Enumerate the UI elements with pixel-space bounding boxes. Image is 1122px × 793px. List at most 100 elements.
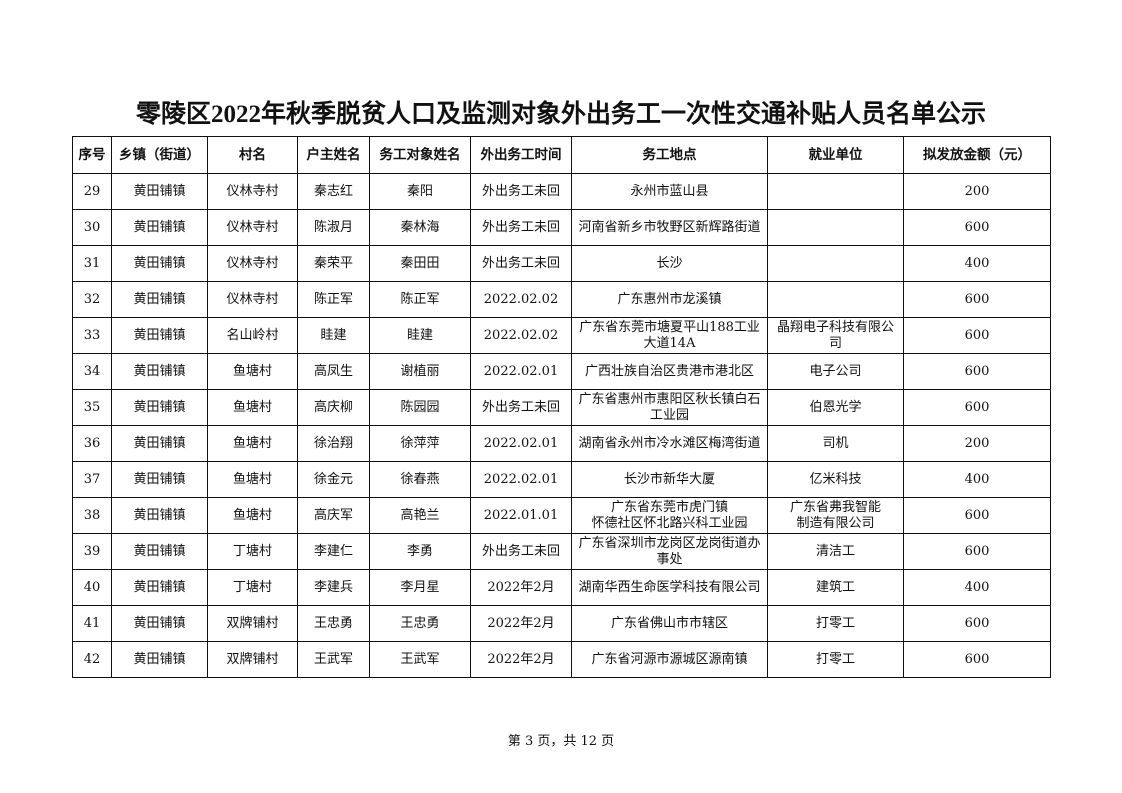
cell-worker: 王忠勇 xyxy=(369,605,471,642)
cell-worker: 陈正军 xyxy=(369,281,471,318)
cell-householder: 陈正军 xyxy=(297,281,370,318)
cell-work-location: 湖南省永州市冷水滩区梅湾街道 xyxy=(571,425,768,462)
cell-township: 黄田铺镇 xyxy=(111,497,208,534)
cell-township: 黄田铺镇 xyxy=(111,245,208,282)
cell-worker: 秦田田 xyxy=(369,245,471,282)
cell-householder: 徐治翔 xyxy=(297,425,370,462)
cell-worker: 谢植丽 xyxy=(369,353,471,390)
cell-worker: 徐萍萍 xyxy=(369,425,471,462)
cell-householder: 高凤生 xyxy=(297,353,370,390)
cell-amount: 400 xyxy=(903,569,1051,606)
cell-work-location: 湖南华西生命医学科技有限公司 xyxy=(571,569,768,606)
cell-worker: 秦阳 xyxy=(369,173,471,210)
cell-departure-time: 2022年2月 xyxy=(470,641,572,678)
cell-employer: 亿米科技 xyxy=(767,461,904,498)
table-row: 36 黄田铺镇 鱼塘村 徐治翔 徐萍萍 2022.02.01 湖南省永州市冷水滩区梅湾街道司… xyxy=(72,425,1051,462)
cell-householder: 王武军 xyxy=(297,641,370,678)
cell-amount: 400 xyxy=(903,245,1051,282)
column-header-employer: 就业单位 xyxy=(767,136,904,174)
cell-village: 鱼塘村 xyxy=(207,425,298,462)
column-header-work-location: 务工地点 xyxy=(571,136,768,174)
cell-amount: 600 xyxy=(903,317,1051,354)
cell-index: 30 xyxy=(72,209,112,246)
cell-amount: 200 xyxy=(903,425,1051,462)
cell-township: 黄田铺镇 xyxy=(111,641,208,678)
page-title: 零陵区2022年秋季脱贫人口及监测对象外出务工一次性交通补贴人员名单公示 xyxy=(135,101,986,128)
cell-employer: 打零工 xyxy=(767,605,904,642)
cell-householder: 李建仁 xyxy=(297,533,370,570)
cell-township: 黄田铺镇 xyxy=(111,605,208,642)
column-header-village: 村名 xyxy=(207,136,298,174)
cell-employer: 建筑工 xyxy=(767,569,904,606)
cell-township: 黄田铺镇 xyxy=(111,425,208,462)
cell-amount: 600 xyxy=(903,281,1051,318)
table-row: 42 黄田铺镇 双牌铺村 王武军 王武军 2022年2月 广东省河源市源城区源南镇 打零工 60… xyxy=(72,641,1051,678)
cell-amount: 600 xyxy=(903,209,1051,246)
cell-householder: 陈淑月 xyxy=(297,209,370,246)
cell-village: 仪林寺村 xyxy=(207,173,298,210)
cell-township: 黄田铺镇 xyxy=(111,533,208,570)
cell-village: 丁塘村 xyxy=(207,569,298,606)
cell-index: 37 xyxy=(72,461,112,498)
column-header-amount: 拟发放金额（元） xyxy=(903,136,1051,174)
cell-amount: 600 xyxy=(903,497,1051,534)
table-row: 38 黄田铺镇 鱼塘村 高庆军 高艳兰 2022.01.01 广东省东莞市虎门镇 怀德社区怀… xyxy=(72,497,1051,534)
cell-amount: 600 xyxy=(903,353,1051,390)
cell-village: 双牌铺村 xyxy=(207,605,298,642)
cell-township: 黄田铺镇 xyxy=(111,281,208,318)
cell-worker: 李月星 xyxy=(369,569,471,606)
cell-worker: 秦林海 xyxy=(369,209,471,246)
cell-township: 黄田铺镇 xyxy=(111,569,208,606)
cell-householder: 王忠勇 xyxy=(297,605,370,642)
cell-householder: 李建兵 xyxy=(297,569,370,606)
cell-work-location: 广东省河源市源城区源南镇 xyxy=(571,641,768,678)
cell-worker: 王武军 xyxy=(369,641,471,678)
cell-departure-time: 2022.02.01 xyxy=(470,353,572,390)
cell-index: 35 xyxy=(72,389,112,426)
cell-departure-time: 2022.02.01 xyxy=(470,425,572,462)
cell-householder: 眭建 xyxy=(297,317,370,354)
roster-table: 序号 乡镇（街道） 村名 户主姓名 务工对象姓名 外出务工时间 务工地点 就业单位 拟发放金额（… xyxy=(72,136,1051,678)
table-row: 34 黄田铺镇 鱼塘村 高凤生 谢植丽 2022.02.01 广西壮族自治区贵港市港北区 电子… xyxy=(72,353,1051,390)
cell-employer: 打零工 xyxy=(767,641,904,678)
cell-township: 黄田铺镇 xyxy=(111,353,208,390)
cell-work-location: 广东省东莞市虎门镇 怀德社区怀北路兴科工业园 xyxy=(571,497,768,534)
column-header-township: 乡镇（街道） xyxy=(111,136,208,174)
cell-worker: 高艳兰 xyxy=(369,497,471,534)
cell-employer: 广东省弗我智能 制造有限公司 xyxy=(767,497,904,534)
cell-worker: 徐春燕 xyxy=(369,461,471,498)
cell-departure-time: 外出务工未回 xyxy=(470,209,572,246)
cell-departure-time: 2022年2月 xyxy=(470,569,572,606)
cell-village: 鱼塘村 xyxy=(207,497,298,534)
cell-householder: 秦志红 xyxy=(297,173,370,210)
column-header-index: 序号 xyxy=(72,136,112,174)
table-row: 29 黄田铺镇 仪林寺村 秦志红 秦阳 外出务工未回 永州市蓝山县 200 xyxy=(72,173,1051,210)
cell-index: 29 xyxy=(72,173,112,210)
cell-index: 34 xyxy=(72,353,112,390)
cell-village: 丁塘村 xyxy=(207,533,298,570)
cell-index: 36 xyxy=(72,425,112,462)
table-row: 30 黄田铺镇 仪林寺村 陈淑月 秦林海 外出务工未回 河南省新乡市牧野区新辉路街道 600 xyxy=(72,209,1051,246)
cell-township: 黄田铺镇 xyxy=(111,173,208,210)
column-header-worker: 务工对象姓名 xyxy=(369,136,471,174)
cell-amount: 600 xyxy=(903,533,1051,570)
cell-departure-time: 外出务工未回 xyxy=(470,245,572,282)
cell-employer: 晶翔电子科技有限公司 xyxy=(767,317,904,354)
cell-departure-time: 2022.02.02 xyxy=(470,281,572,318)
cell-employer: 清洁工 xyxy=(767,533,904,570)
cell-amount: 600 xyxy=(903,605,1051,642)
cell-village: 名山岭村 xyxy=(207,317,298,354)
cell-work-location: 永州市蓝山县 xyxy=(571,173,768,210)
cell-amount: 400 xyxy=(903,461,1051,498)
table-row: 31 黄田铺镇 仪林寺村 秦荣平 秦田田 外出务工未回 长沙 400 xyxy=(72,245,1051,282)
cell-village: 仪林寺村 xyxy=(207,281,298,318)
cell-work-location: 广东省佛山市市辖区 xyxy=(571,605,768,642)
cell-worker: 眭建 xyxy=(369,317,471,354)
cell-householder: 徐金元 xyxy=(297,461,370,498)
cell-employer xyxy=(767,281,904,318)
cell-index: 31 xyxy=(72,245,112,282)
cell-amount: 600 xyxy=(903,389,1051,426)
column-header-departure-time: 外出务工时间 xyxy=(470,136,572,174)
cell-householder: 高庆柳 xyxy=(297,389,370,426)
cell-departure-time: 2022.02.02 xyxy=(470,317,572,354)
